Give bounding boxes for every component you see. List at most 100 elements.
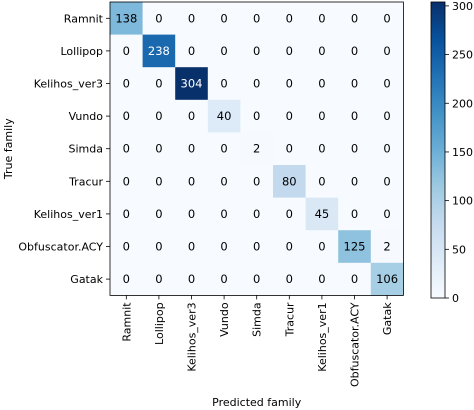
heatmap-cell	[175, 132, 209, 166]
heatmap-cell	[142, 2, 176, 35]
x-axis-ticks: Ramnit Lollipop Kelihos_ver3 Vundo Simda Trac…	[120, 295, 394, 387]
heatmap-cell	[110, 197, 143, 231]
heatmap-cell	[240, 34, 274, 68]
cell-value-label: 0	[383, 142, 390, 156]
heatmap-cell	[175, 197, 209, 231]
heatmap-cell	[110, 132, 143, 166]
cell-value-label: 0	[351, 207, 358, 221]
cell-value-label: 2	[253, 142, 260, 156]
cell-value-label: 0	[318, 44, 325, 58]
heatmap-cell	[305, 230, 339, 264]
cell-value-label: 0	[155, 207, 162, 221]
y-axis-title: True family	[2, 118, 15, 180]
heatmap-cell	[338, 197, 372, 231]
heatmap-cell	[370, 34, 404, 68]
heatmap-cell	[273, 2, 306, 35]
heatmap-cell	[273, 67, 306, 101]
y-tick-label: Lollipop	[60, 45, 103, 58]
cell-value-label: 45	[315, 207, 330, 221]
cell-value-label: 138	[115, 11, 137, 25]
y-tick-label: Ramnit	[64, 12, 104, 25]
heatmap-cell	[175, 34, 209, 68]
cell-value-label: 0	[123, 109, 130, 123]
heatmap-cell	[207, 2, 241, 35]
cell-value-label: 0	[220, 142, 227, 156]
cell-value-label: 0	[351, 174, 358, 188]
heatmap-cell	[273, 230, 306, 264]
cell-value-label: 0	[123, 207, 130, 221]
cell-value-label: 0	[123, 142, 130, 156]
cell-value-label: 0	[220, 272, 227, 286]
cell-value-label: 0	[351, 272, 358, 286]
cell-value-label: 0	[188, 272, 195, 286]
cell-value-label: 0	[383, 207, 390, 221]
x-axis-title: Predicted family	[212, 396, 302, 409]
heatmap-cell	[338, 132, 372, 166]
heatmap-cell	[305, 34, 339, 68]
cell-value-label: 0	[123, 272, 130, 286]
cell-value-label: 0	[383, 11, 390, 25]
heatmap-cell	[338, 67, 372, 101]
heatmap-cell	[142, 262, 176, 296]
heatmap-cell	[110, 165, 143, 198]
cell-value-label: 0	[155, 272, 162, 286]
cell-value-label: 0	[318, 77, 325, 91]
cell-value-label: 0	[188, 109, 195, 123]
cell-value-label: 0	[286, 272, 293, 286]
colorbar-tick-label: 300	[452, 0, 473, 13]
cell-value-label: 0	[286, 11, 293, 25]
heatmap-cell	[175, 99, 209, 133]
cell-value-label: 0	[155, 11, 162, 25]
heatmap-cell	[370, 262, 404, 296]
heatmap-cell	[110, 99, 143, 133]
cell-value-label: 0	[123, 77, 130, 91]
cell-value-label: 0	[351, 11, 358, 25]
cell-value-label: 0	[351, 109, 358, 123]
heatmap-cell	[175, 262, 209, 296]
heatmap-cell	[305, 99, 339, 133]
cell-value-label: 0	[286, 240, 293, 254]
cell-value-label: 0	[123, 44, 130, 58]
y-tick-label: Tracur	[68, 175, 103, 188]
heatmap-cell	[142, 197, 176, 231]
cell-value-label: 0	[351, 142, 358, 156]
heatmap-cell	[370, 67, 404, 101]
cell-value-label: 0	[383, 174, 390, 188]
cell-value-label: 0	[318, 174, 325, 188]
heatmap-cell	[273, 99, 306, 133]
y-tick-label: Simda	[69, 143, 103, 156]
heatmap-cell	[110, 67, 143, 101]
cell-value-label: 0	[253, 109, 260, 123]
heatmap-cells: 138 0 0 0 0 0 0 0 0 0 238 0 0 0 0 0 0 0 0 0 304 0 0 0 0 0 0 0 0 0 40 0 0…	[110, 2, 404, 296]
x-tick-label: Ramnit	[120, 302, 133, 342]
x-tick-label: Obfuscator.ACY	[349, 302, 362, 387]
cell-value-label: 0	[286, 44, 293, 58]
cell-value-label: 0	[253, 44, 260, 58]
cell-value-label: 0	[383, 44, 390, 58]
heatmap-cell	[207, 67, 241, 101]
heatmap-cell	[207, 132, 241, 166]
cell-value-label: 0	[253, 11, 260, 25]
y-tick-label: Kelihos_ver3	[34, 78, 103, 91]
cell-value-label: 0	[188, 11, 195, 25]
heatmap-cell	[370, 99, 404, 133]
colorbar-tick-label: 0	[452, 292, 459, 305]
heatmap-cell	[370, 197, 404, 231]
cell-value-label: 0	[253, 207, 260, 221]
heatmap-cell	[305, 165, 339, 198]
cell-value-label: 0	[286, 142, 293, 156]
heatmap-cell	[338, 34, 372, 68]
colorbar-tick-label: 150	[452, 146, 473, 159]
heatmap-cell	[273, 262, 306, 296]
y-axis-ticks: Ramnit Lollipop Kelihos_ver3 Vundo Simda Trac…	[18, 12, 110, 286]
heatmap-cell	[175, 2, 209, 35]
cell-value-label: 0	[188, 240, 195, 254]
cell-value-label: 0	[220, 207, 227, 221]
y-tick-label: Obfuscator.ACY	[18, 241, 103, 254]
colorbar	[430, 1, 446, 299]
cell-value-label: 0	[253, 272, 260, 286]
heatmap-cell	[370, 230, 404, 264]
x-tick-label: Vundo	[218, 302, 231, 337]
cell-value-label: 0	[253, 174, 260, 188]
colorbar-tick-label: 100	[452, 195, 473, 208]
